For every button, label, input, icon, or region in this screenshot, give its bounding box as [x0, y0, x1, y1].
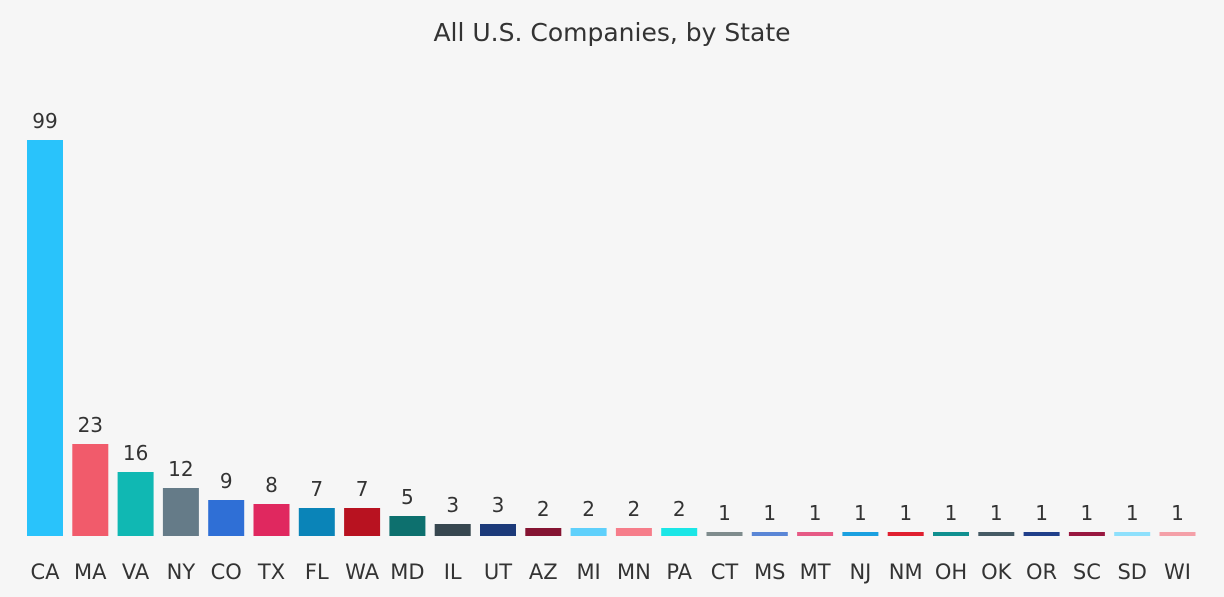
category-label-mn: MN: [617, 560, 651, 584]
value-label-nj: 1: [854, 501, 867, 525]
value-label-wi: 1: [1171, 501, 1184, 525]
category-label-ut: UT: [484, 560, 512, 584]
value-label-tx: 8: [265, 473, 278, 497]
bar-wa: [344, 508, 381, 536]
bar-oh: [933, 532, 969, 536]
category-label-ca: CA: [30, 560, 60, 584]
bar-az: [525, 528, 562, 536]
value-label-wa: 7: [356, 477, 369, 501]
category-label-az: AZ: [529, 560, 558, 584]
bar-nm: [887, 532, 924, 536]
category-label-or: OR: [1026, 560, 1057, 584]
category-label-ct: CT: [711, 560, 739, 584]
value-label-ms: 1: [763, 501, 776, 525]
bar-ct: [706, 532, 743, 536]
value-label-ok: 1: [990, 501, 1003, 525]
bar-ms: [751, 532, 788, 536]
bar-mi: [570, 528, 607, 536]
bar-ma: [72, 444, 109, 536]
category-label-ny: NY: [167, 560, 196, 584]
value-label-mt: 1: [809, 501, 822, 525]
category-label-nm: NM: [889, 560, 923, 584]
bar-md: [389, 516, 426, 536]
category-label-md: MD: [390, 560, 424, 584]
bar-pa: [661, 528, 698, 536]
bar-va: [117, 472, 154, 536]
value-label-ma: 23: [78, 413, 103, 437]
bar-mt: [797, 532, 834, 536]
value-label-mn: 2: [628, 497, 641, 521]
value-label-ca: 99: [32, 109, 57, 133]
value-label-co: 9: [220, 469, 233, 493]
bar-il: [434, 524, 471, 536]
bar-ok: [978, 532, 1015, 536]
value-label-sc: 1: [1081, 501, 1094, 525]
category-label-ok: OK: [981, 560, 1013, 584]
bar-nj: [842, 532, 879, 536]
category-label-oh: OH: [935, 560, 967, 584]
bar-ca: [27, 140, 63, 536]
bar-ut: [480, 524, 516, 536]
bar-ny: [162, 488, 199, 536]
category-label-wa: WA: [345, 560, 380, 584]
value-label-mi: 2: [582, 497, 595, 521]
value-label-nm: 1: [899, 501, 912, 525]
value-label-fl: 7: [310, 477, 323, 501]
value-label-or: 1: [1035, 501, 1048, 525]
value-label-pa: 2: [673, 497, 686, 521]
category-label-mt: MT: [800, 560, 831, 584]
chart-title: All U.S. Companies, by State: [433, 18, 791, 47]
value-label-va: 16: [123, 441, 148, 465]
category-label-ms: MS: [754, 560, 785, 584]
value-label-sd: 1: [1126, 501, 1139, 525]
value-label-md: 5: [401, 485, 414, 509]
bar-or: [1023, 532, 1060, 536]
category-label-pa: PA: [666, 560, 692, 584]
value-label-ut: 3: [492, 493, 505, 517]
category-label-il: IL: [444, 560, 462, 584]
value-label-az: 2: [537, 497, 550, 521]
value-label-oh: 1: [945, 501, 958, 525]
bar-wi: [1159, 532, 1196, 536]
category-label-co: CO: [211, 560, 242, 584]
bar-sc: [1068, 532, 1105, 536]
bar-fl: [298, 508, 335, 536]
category-label-va: VA: [122, 560, 150, 584]
category-label-nj: NJ: [849, 560, 871, 584]
bar-tx: [253, 504, 290, 536]
category-label-wi: WI: [1164, 560, 1191, 584]
category-label-tx: TX: [257, 560, 285, 584]
bar-mn: [615, 528, 652, 536]
value-label-il: 3: [446, 493, 459, 517]
category-label-ma: MA: [74, 560, 107, 584]
value-label-ct: 1: [718, 501, 731, 525]
category-label-sd: SD: [1117, 560, 1147, 584]
category-label-sc: SC: [1073, 560, 1101, 584]
value-label-ny: 12: [168, 457, 193, 481]
bar-sd: [1114, 532, 1151, 536]
category-label-mi: MI: [576, 560, 600, 584]
bar-co: [208, 500, 245, 536]
category-label-fl: FL: [305, 560, 329, 584]
